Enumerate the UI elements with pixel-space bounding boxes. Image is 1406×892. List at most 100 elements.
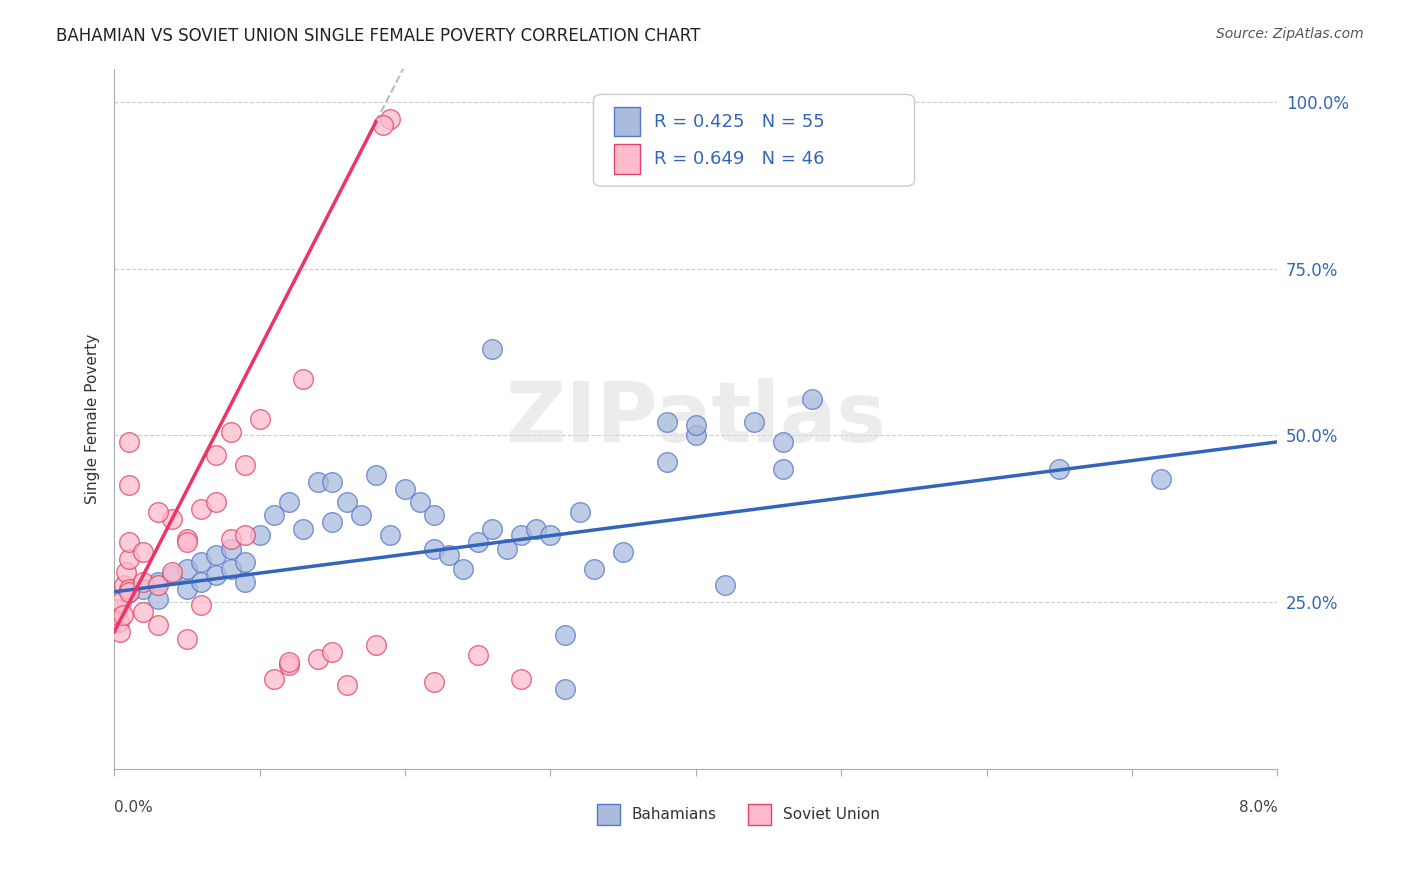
Point xyxy=(336,495,359,509)
Point xyxy=(205,495,228,509)
Point xyxy=(467,648,489,663)
Point xyxy=(233,555,256,569)
Point xyxy=(451,561,474,575)
Y-axis label: Single Female Poverty: Single Female Poverty xyxy=(86,334,100,504)
Point xyxy=(685,418,707,433)
Point xyxy=(568,505,591,519)
Point xyxy=(321,475,343,489)
Point xyxy=(423,674,446,689)
Point xyxy=(321,515,343,529)
Point xyxy=(336,678,359,692)
Point xyxy=(554,681,576,696)
Point xyxy=(118,585,141,599)
Point xyxy=(118,478,141,492)
Point xyxy=(105,601,128,615)
Point xyxy=(481,522,503,536)
Point xyxy=(132,582,155,596)
Point xyxy=(219,532,242,546)
Point xyxy=(1150,471,1173,485)
Point xyxy=(772,434,794,449)
Point xyxy=(612,545,634,559)
Point xyxy=(408,495,430,509)
Point xyxy=(162,511,184,525)
Point xyxy=(277,495,299,509)
Text: ZIPatlas: ZIPatlas xyxy=(505,378,886,459)
Point xyxy=(373,118,395,132)
Point xyxy=(176,561,198,575)
Point xyxy=(205,568,228,582)
Text: 0.0%: 0.0% xyxy=(114,800,153,815)
Point xyxy=(118,585,141,599)
Point xyxy=(146,578,169,592)
Point xyxy=(510,672,533,686)
Point xyxy=(132,605,155,619)
Point xyxy=(394,482,416,496)
Point xyxy=(481,342,503,356)
Point xyxy=(583,561,606,575)
Point xyxy=(277,658,299,673)
Point xyxy=(655,455,678,469)
Point xyxy=(233,528,256,542)
Point xyxy=(190,555,212,569)
Point xyxy=(655,415,678,429)
Point xyxy=(132,574,155,589)
Point xyxy=(364,638,387,652)
Bar xyxy=(598,804,620,824)
Text: BAHAMIAN VS SOVIET UNION SINGLE FEMALE POVERTY CORRELATION CHART: BAHAMIAN VS SOVIET UNION SINGLE FEMALE P… xyxy=(56,27,700,45)
Point xyxy=(292,522,315,536)
Point xyxy=(249,411,271,425)
Point xyxy=(277,655,299,669)
Point xyxy=(423,541,446,556)
Point xyxy=(205,448,228,462)
Point xyxy=(772,461,794,475)
Point xyxy=(233,458,256,473)
Point xyxy=(437,548,460,562)
Point xyxy=(132,545,155,559)
Bar xyxy=(614,107,640,136)
Point xyxy=(538,528,561,542)
Point xyxy=(263,672,285,686)
Point xyxy=(162,568,184,582)
Point xyxy=(118,434,141,449)
Point xyxy=(380,112,402,126)
Bar xyxy=(748,804,772,824)
Point xyxy=(146,591,169,606)
Point xyxy=(380,528,402,542)
Point xyxy=(110,595,132,609)
Point xyxy=(108,624,131,639)
Point xyxy=(219,561,242,575)
FancyBboxPatch shape xyxy=(593,95,914,186)
Point xyxy=(107,615,129,629)
Point xyxy=(321,645,343,659)
Point xyxy=(307,475,329,489)
Point xyxy=(467,534,489,549)
Text: Source: ZipAtlas.com: Source: ZipAtlas.com xyxy=(1216,27,1364,41)
Point xyxy=(162,565,184,579)
Point xyxy=(118,551,141,566)
Point xyxy=(176,534,198,549)
Point xyxy=(364,468,387,483)
Point xyxy=(114,565,136,579)
Point xyxy=(190,574,212,589)
Text: R = 0.425   N = 55: R = 0.425 N = 55 xyxy=(654,112,825,131)
Point xyxy=(190,501,212,516)
Point xyxy=(292,371,315,385)
Point xyxy=(176,582,198,596)
Point xyxy=(118,534,141,549)
Point xyxy=(118,582,141,596)
Text: 8.0%: 8.0% xyxy=(1239,800,1278,815)
Point xyxy=(350,508,373,523)
Point xyxy=(205,548,228,562)
Point xyxy=(146,574,169,589)
Point xyxy=(111,608,134,623)
Point xyxy=(714,578,737,592)
Bar xyxy=(614,145,640,174)
Point xyxy=(510,528,533,542)
Text: R = 0.649   N = 46: R = 0.649 N = 46 xyxy=(654,150,824,168)
Text: Bahamians: Bahamians xyxy=(631,806,717,822)
Point xyxy=(219,541,242,556)
Point xyxy=(554,628,576,642)
Point xyxy=(307,651,329,665)
Text: Soviet Union: Soviet Union xyxy=(783,806,880,822)
Point xyxy=(495,541,517,556)
